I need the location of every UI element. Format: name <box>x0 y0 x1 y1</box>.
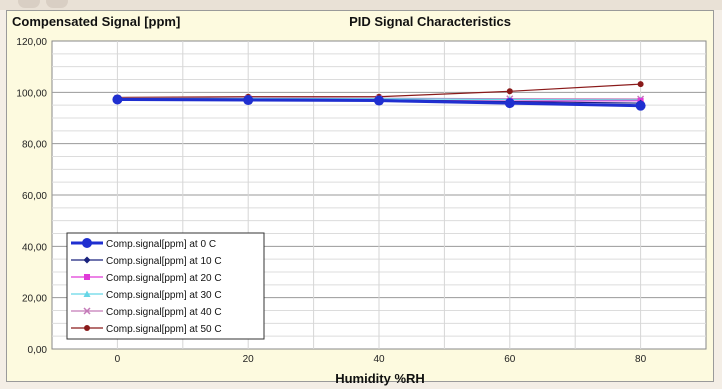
top-strip <box>0 0 722 10</box>
data-point <box>506 88 513 95</box>
legend: Comp.signal[ppm] at 0 C Comp.signal[ppm] … <box>66 232 265 340</box>
series-group <box>112 81 646 111</box>
y-tick-label: 120,00 <box>16 37 47 48</box>
y-tick-label: 0,00 <box>28 345 48 356</box>
legend-label: Comp.signal[ppm] at 10 C <box>106 256 222 267</box>
data-point <box>243 95 254 106</box>
legend-label: Comp.signal[ppm] at 20 C <box>106 273 222 284</box>
legend-label: Comp.signal[ppm] at 50 C <box>106 324 222 335</box>
legend-label: Comp.signal[ppm] at 0 C <box>106 239 216 250</box>
x-tick-label: 60 <box>504 354 516 365</box>
y-tick-label: 40,00 <box>22 242 47 253</box>
y-tick-label: 60,00 <box>22 191 47 202</box>
data-point <box>112 94 123 105</box>
x-tick-labels: 0 20 40 60 80 <box>115 354 647 365</box>
toolbar-knob <box>46 0 68 8</box>
legend-swatch-marker <box>84 274 90 280</box>
series <box>112 94 646 111</box>
data-point <box>374 95 384 106</box>
legend-swatch-marker <box>83 256 91 264</box>
y-tick-labels: 0,00 20,00 40,00 60,00 80,00 100,00 120,00 <box>16 37 47 356</box>
legend-label: Comp.signal[ppm] at 40 C <box>106 307 222 318</box>
legend-swatch-marker <box>82 238 92 248</box>
legend-swatch-marker <box>83 307 91 315</box>
x-tick-label: 0 <box>115 354 121 365</box>
chart-title: PID Signal Characteristics <box>349 14 511 29</box>
x-tick-label: 20 <box>243 354 255 365</box>
toolbar-knob <box>18 0 40 8</box>
y-tick-label: 20,00 <box>22 294 47 305</box>
marker-stroke <box>83 307 91 315</box>
data-point <box>504 98 515 109</box>
legend-label: Comp.signal[ppm] at 30 C <box>106 290 222 301</box>
data-point <box>637 81 644 88</box>
y-axis-title: Compensated Signal [ppm] <box>12 14 180 29</box>
legend-swatch-marker <box>84 325 90 331</box>
y-tick-label: 80,00 <box>22 140 47 151</box>
x-axis-title: Humidity %RH <box>335 371 425 386</box>
x-tick-label: 80 <box>635 354 647 365</box>
data-point <box>635 100 646 111</box>
y-tick-label: 100,00 <box>16 88 47 99</box>
x-tick-label: 40 <box>373 354 385 365</box>
legend-swatch-marker <box>83 290 91 297</box>
legend-box <box>66 232 265 340</box>
